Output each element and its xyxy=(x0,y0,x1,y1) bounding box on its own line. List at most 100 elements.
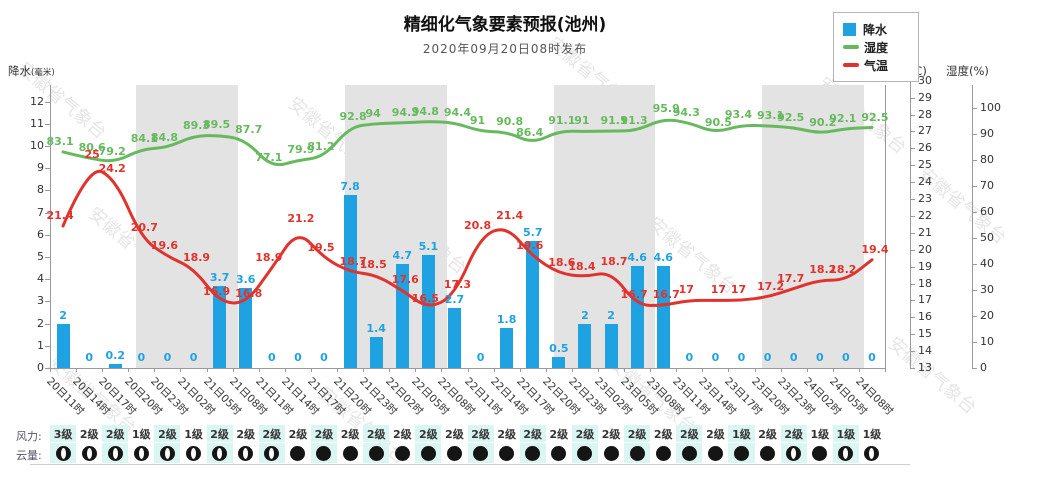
humidity-value-label: 81.2 xyxy=(307,139,335,153)
wind-value: 2级 xyxy=(314,427,334,441)
wind-cell: 2级 xyxy=(337,425,363,442)
temp-value-label: 18.5 xyxy=(359,258,387,272)
precip-bar xyxy=(421,254,435,368)
temp-tick-label: 18 xyxy=(918,276,932,290)
cloud-cell xyxy=(180,443,206,463)
temp-value-label: 19.6 xyxy=(516,239,544,253)
x-axis-tick xyxy=(728,368,730,372)
precip-value-label: 0 xyxy=(868,351,876,364)
cloud-cover-icon-solid xyxy=(629,445,645,461)
wind-cell: 2级 xyxy=(258,425,285,442)
precip-value-label: 4.6 xyxy=(627,250,647,264)
cloud-cell xyxy=(76,443,102,463)
precip-value-label: 0 xyxy=(737,351,746,364)
humidity-value-label: 84.8 xyxy=(150,130,178,144)
precip-value-label: 2 xyxy=(581,308,589,322)
humidity-value-label: 90.8 xyxy=(496,114,524,128)
x-axis-tick xyxy=(624,368,626,372)
wind-value: 2级 xyxy=(340,427,360,441)
precip-bar xyxy=(239,288,253,368)
temp-axis-tick xyxy=(910,182,915,184)
cloud-cover-icon-solid xyxy=(420,445,436,461)
temp-tick-label: 15 xyxy=(918,327,932,341)
legend-item-temp[interactable]: 气温 xyxy=(843,56,909,74)
wind-cell: 2级 xyxy=(702,425,728,442)
precip-value-label: 0 xyxy=(789,351,798,364)
cloud-cell xyxy=(258,443,285,463)
cloud-cell xyxy=(415,443,442,463)
humidity-value-label: 89.3 xyxy=(182,118,211,132)
legend-item-precip[interactable]: 降水 xyxy=(843,20,909,38)
temp-value-label: 17.6 xyxy=(391,273,419,287)
humidity-value-label: 90.5 xyxy=(704,115,732,129)
x-axis-tick xyxy=(310,368,312,372)
cloud-cell xyxy=(598,443,624,463)
humidity-tick-label: 90 xyxy=(980,127,994,140)
cloud-cell xyxy=(624,443,651,463)
cloud-icon-slit xyxy=(791,447,797,459)
wind-cell: 2级 xyxy=(102,425,129,442)
x-axis-tick xyxy=(441,368,443,372)
precip-bar xyxy=(56,323,70,368)
humidity-swatch-icon xyxy=(843,45,859,49)
humidity-axis-title: 湿度(%) xyxy=(946,64,989,78)
temp-axis-line xyxy=(910,78,911,368)
wind-value: 3级 xyxy=(53,427,73,441)
temp-axis-tick xyxy=(910,114,915,116)
precip-value-label: 0 xyxy=(476,351,485,364)
humidity-tick-label: 70 xyxy=(980,179,994,192)
cloud-cell xyxy=(494,443,520,463)
cloud-cover-icon-solid xyxy=(551,445,567,461)
legend-label: 气温 xyxy=(864,58,889,73)
cloud-cell xyxy=(467,443,494,463)
wind-cell: 2级 xyxy=(76,425,102,442)
wind-value: 2级 xyxy=(497,427,516,441)
temp-tick-label: 14 xyxy=(918,344,932,358)
temp-tick-label: 13 xyxy=(918,361,932,374)
temp-value-label: 18.2 xyxy=(829,263,857,277)
x-axis-tick xyxy=(180,368,182,372)
wind-value: 2级 xyxy=(706,427,725,441)
precip-value-label: 0.2 xyxy=(105,348,125,362)
x-axis-tick xyxy=(76,368,78,372)
legend-item-humidity[interactable]: 湿度 xyxy=(843,38,909,56)
cloud-cover-icon-solid xyxy=(473,445,489,461)
temp-axis-tick xyxy=(910,300,915,302)
humidity-value-label: 90.2 xyxy=(809,116,837,130)
precip-value-label: 5.1 xyxy=(418,239,439,253)
precip-bar xyxy=(108,363,122,368)
precip-value-label: 0 xyxy=(711,351,720,364)
x-axis-tick xyxy=(702,368,704,372)
humidity-axis-tick xyxy=(972,238,977,239)
humidity-tick-label: 30 xyxy=(980,283,994,296)
temp-value-label: 17.7 xyxy=(777,271,805,285)
temp-axis-tick xyxy=(910,334,915,336)
rows-divider xyxy=(30,464,910,465)
x-axis-tick xyxy=(676,368,678,372)
temp-tick-label: 20 xyxy=(918,242,932,256)
temp-tick-label: 26 xyxy=(918,141,932,155)
temp-axis-tick xyxy=(910,165,915,167)
precip-value-label: 2 xyxy=(59,308,67,322)
x-axis-tick xyxy=(519,368,521,372)
wind-value: 2级 xyxy=(784,427,803,441)
temp-tick-label: 17 xyxy=(918,293,932,307)
precip-value-label: 3.6 xyxy=(235,273,256,287)
temp-value-label: 21.4 xyxy=(496,209,524,223)
cloud-cover-icon-solid xyxy=(812,445,828,461)
legend: 降水 湿度 气温 xyxy=(833,12,919,82)
cloud-cell xyxy=(389,443,415,463)
cloud-cover-icon-partial xyxy=(864,445,880,461)
temp-axis-tick xyxy=(910,317,915,319)
wind-value: 1级 xyxy=(836,427,856,441)
temp-axis-tick xyxy=(910,199,915,200)
wind-cell: 2级 xyxy=(546,425,572,442)
precip-tick-label: 11 xyxy=(30,116,44,130)
wind-value: 2级 xyxy=(549,427,569,441)
precip-value-label: 1.8 xyxy=(496,313,517,327)
humidity-value-label: 92.8 xyxy=(339,109,367,123)
wind-value: 2级 xyxy=(262,427,282,441)
temp-value-label: 20.8 xyxy=(463,219,492,233)
precip-tick-label: 7 xyxy=(37,205,44,219)
